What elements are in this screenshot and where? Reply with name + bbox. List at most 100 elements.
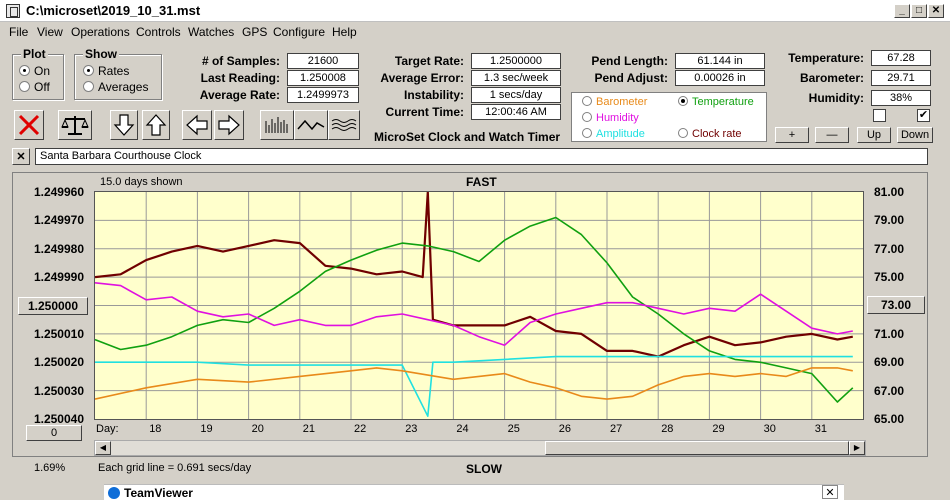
arrow-up-button[interactable] bbox=[142, 110, 170, 140]
arrow-left-button[interactable] bbox=[182, 110, 212, 140]
multi-wave-button[interactable] bbox=[328, 110, 360, 140]
channel-clock-rate-label: Clock rate bbox=[692, 128, 742, 140]
channel-temperature-radio[interactable]: Temperature bbox=[678, 96, 754, 108]
offset-button[interactable]: 0 bbox=[26, 425, 82, 441]
chart-frame bbox=[12, 172, 928, 457]
left-tick-label: 1.250030 bbox=[33, 383, 84, 398]
left-tick-label: 1.249990 bbox=[33, 270, 84, 285]
clock-name-field[interactable]: Santa Barbara Courthouse Clock bbox=[35, 148, 928, 165]
channel-barometer-label: Barometer bbox=[596, 96, 648, 108]
menu-operations[interactable]: Operations bbox=[71, 25, 130, 39]
day-axis-label: Day: bbox=[96, 423, 119, 435]
radio-icon bbox=[678, 128, 688, 138]
series-line-humidity bbox=[94, 282, 853, 346]
center-temperature-button[interactable]: 73.00 bbox=[867, 296, 925, 314]
day-tick-label: 26 bbox=[558, 423, 572, 435]
temperature-label: Temperature: bbox=[788, 51, 864, 65]
instability-field: 1 secs/day bbox=[471, 87, 561, 103]
day-tick-label: 21 bbox=[302, 423, 316, 435]
app-icon bbox=[6, 4, 20, 18]
average-rate-label: Average Rate: bbox=[199, 88, 280, 102]
arrow-down-button[interactable] bbox=[110, 110, 138, 140]
plot-off-radio[interactable]: Off bbox=[19, 80, 50, 94]
show-averages-label: Averages bbox=[98, 80, 149, 94]
bars-icon bbox=[265, 117, 288, 133]
channel-amplitude-radio[interactable]: Amplitude bbox=[582, 128, 645, 140]
checkbox-2[interactable]: ✔ bbox=[917, 109, 930, 122]
target-rate-label: Target Rate: bbox=[394, 54, 464, 68]
radio-selected-icon bbox=[678, 96, 688, 106]
channel-barometer-radio[interactable]: Barometer bbox=[582, 96, 647, 108]
scroll-right-arrow[interactable]: ▶ bbox=[849, 441, 865, 455]
day-tick-label: 22 bbox=[354, 423, 367, 435]
channel-temperature-label: Temperature bbox=[692, 96, 754, 108]
arrow-right-button[interactable] bbox=[214, 110, 244, 140]
radio-icon bbox=[19, 81, 30, 92]
average-error-label: Average Error: bbox=[380, 71, 464, 85]
title-bar[interactable]: C:\microset\2019_10_31.mst _ □ ✕ bbox=[0, 0, 950, 22]
menu-bar: File View Operations Controls Watches GP… bbox=[0, 23, 950, 41]
plot-group-title: Plot bbox=[21, 47, 48, 61]
series-line-clock-rate bbox=[94, 190, 853, 358]
menu-watches[interactable]: Watches bbox=[188, 25, 235, 39]
center-rate-button[interactable]: 1.250000 bbox=[18, 297, 88, 315]
time-scrollbar[interactable]: ◀ ▶ bbox=[94, 440, 866, 456]
percent-label: 1.69% bbox=[34, 462, 66, 474]
teamviewer-icon bbox=[108, 487, 120, 499]
balance-button[interactable] bbox=[58, 110, 92, 140]
check-icon: ✔ bbox=[918, 109, 929, 121]
channel-clock-rate-radio[interactable]: Clock rate bbox=[678, 128, 742, 140]
left-tick-label: 1.250040 bbox=[33, 412, 84, 426]
day-tick-label: 28 bbox=[661, 423, 674, 435]
grid-note-label: Each grid line = 0.691 secs/day bbox=[98, 462, 252, 474]
down-button[interactable]: Down bbox=[897, 127, 933, 143]
plot-group: Plot On Off bbox=[12, 47, 64, 100]
clear-clock-button[interactable]: ✕ bbox=[12, 148, 30, 165]
channel-amplitude-label: Amplitude bbox=[596, 128, 645, 140]
minus-button[interactable]: — bbox=[815, 127, 849, 143]
menu-gps[interactable]: GPS bbox=[242, 25, 268, 39]
multi-wave-icon bbox=[331, 119, 357, 131]
left-tick-label: 1.249960 bbox=[33, 185, 84, 199]
line-view-button[interactable] bbox=[294, 110, 328, 140]
channel-humidity-radio[interactable]: Humidity bbox=[582, 112, 639, 124]
average-rate-field: 1.2499973 bbox=[287, 87, 359, 103]
days-shown-label: 15.0 days shown bbox=[100, 176, 183, 188]
radio-selected-icon bbox=[83, 65, 94, 76]
left-tick-label: 1.249980 bbox=[33, 241, 84, 256]
plot-on-radio[interactable]: On bbox=[19, 64, 50, 78]
checkbox-1[interactable] bbox=[873, 109, 886, 122]
menu-help[interactable]: Help bbox=[332, 25, 357, 39]
bar-view-button[interactable] bbox=[260, 110, 294, 140]
plus-button[interactable]: + bbox=[775, 127, 809, 143]
show-averages-radio[interactable]: Averages bbox=[83, 80, 148, 94]
teamviewer-close-icon[interactable]: ✕ bbox=[822, 485, 838, 499]
day-tick-label: 30 bbox=[763, 423, 776, 435]
target-rate-field[interactable]: 1.2500000 bbox=[471, 53, 561, 69]
pend-adjust-field[interactable]: 0.00026 in bbox=[675, 70, 765, 86]
day-tick-label: 27 bbox=[610, 423, 623, 435]
red-x-icon bbox=[18, 114, 40, 136]
pend-length-field[interactable]: 61.144 in bbox=[675, 53, 765, 69]
samples-label: # of Samples: bbox=[201, 54, 280, 68]
show-rates-radio[interactable]: Rates bbox=[83, 64, 129, 78]
fast-label: FAST bbox=[466, 175, 497, 189]
barometer-label: Barometer: bbox=[799, 71, 864, 85]
scroll-left-arrow[interactable]: ◀ bbox=[95, 441, 111, 455]
scroll-thumb[interactable] bbox=[545, 441, 849, 455]
arrow-down-icon bbox=[113, 114, 135, 136]
arrow-right-icon bbox=[218, 114, 240, 136]
minimize-button[interactable]: _ bbox=[894, 4, 910, 18]
stop-button[interactable] bbox=[14, 110, 44, 140]
last-reading-field: 1.250008 bbox=[287, 70, 359, 86]
menu-configure[interactable]: Configure bbox=[273, 25, 326, 39]
menu-view[interactable]: View bbox=[37, 25, 63, 39]
menu-controls[interactable]: Controls bbox=[136, 25, 181, 39]
menu-file[interactable]: File bbox=[9, 25, 29, 39]
barometer-field: 29.71 bbox=[871, 70, 931, 86]
maximize-button[interactable]: □ bbox=[911, 4, 927, 18]
channel-select-panel: Barometer Temperature Humidity Amplitude… bbox=[571, 92, 767, 142]
teamviewer-window-strip[interactable]: TeamViewer ✕ bbox=[104, 484, 844, 500]
up-button[interactable]: Up bbox=[857, 127, 891, 143]
close-button[interactable]: ✕ bbox=[928, 4, 944, 18]
